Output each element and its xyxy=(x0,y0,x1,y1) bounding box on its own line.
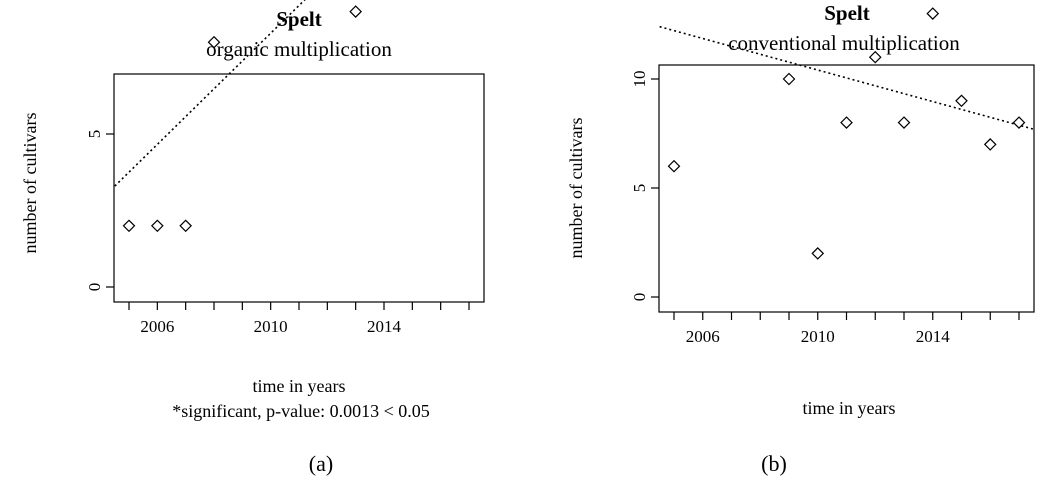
panel-b-data-point xyxy=(926,7,940,20)
panel-b-y-tick-label: 5 xyxy=(630,184,649,193)
panel-a-data-point xyxy=(150,219,164,233)
panel-b-plot-frame xyxy=(658,64,1035,313)
panel-a-significance-note: *significant, p-value: 0.0013 < 0.05 xyxy=(172,401,430,421)
panel-a-xlabel: time in years xyxy=(253,376,346,396)
panel-a-data-point xyxy=(122,219,136,233)
panel-a-data-point xyxy=(349,5,363,18)
panel-a-x-tick-label: 2014 xyxy=(367,317,402,336)
panel-b-data-point xyxy=(667,159,681,173)
panel-b-data-point xyxy=(782,72,796,86)
panel-a-data-point xyxy=(179,219,193,233)
panel-b-data-point xyxy=(955,94,968,108)
panel-a-x-tick-label: 2010 xyxy=(254,317,288,336)
panel-b-x-tick-label: 2010 xyxy=(801,327,835,346)
panel-a: Spelt organic multiplication number of c… xyxy=(20,0,485,476)
panel-a-y-tick-label: 5 xyxy=(85,130,104,139)
panel-b-y-tick-label: 10 xyxy=(630,71,649,88)
panel-b-xlabel: time in years xyxy=(803,398,896,418)
panel-b-ylabel: number of cultivars xyxy=(566,118,586,259)
panel-b-label: (b) xyxy=(761,451,787,476)
panel-b: Spelt conventional multiplication number… xyxy=(566,1,1035,476)
panel-b-x-tick-label: 2014 xyxy=(916,327,951,346)
panel-a-subtitle: organic multiplication xyxy=(206,37,392,61)
panel-b-data-point xyxy=(983,138,997,151)
panel-a-trend-line xyxy=(114,0,306,187)
panel-b-subtitle: conventional multiplication xyxy=(728,31,960,55)
panel-b-data-point xyxy=(897,116,911,129)
panel-b-x-tick-label: 2006 xyxy=(686,327,720,346)
panel-a-plot-frame xyxy=(113,73,485,303)
panel-a-title: Spelt xyxy=(276,7,322,31)
panel-b-data-point xyxy=(811,247,825,260)
panel-a-label: (a) xyxy=(309,451,333,476)
panel-b-y-tick-label: 0 xyxy=(630,293,649,302)
panel-a-ylabel: number of cultivars xyxy=(20,113,40,254)
panel-a-data-point xyxy=(207,35,221,49)
panel-b-data-point xyxy=(868,50,882,64)
panel-b-data-point xyxy=(1012,116,1026,129)
panel-a-x-tick-label: 2006 xyxy=(140,317,174,336)
panel-a-y-tick-label: 0 xyxy=(85,283,104,292)
panel-b-data-point xyxy=(840,116,853,129)
panel-b-title: Spelt xyxy=(824,1,870,25)
